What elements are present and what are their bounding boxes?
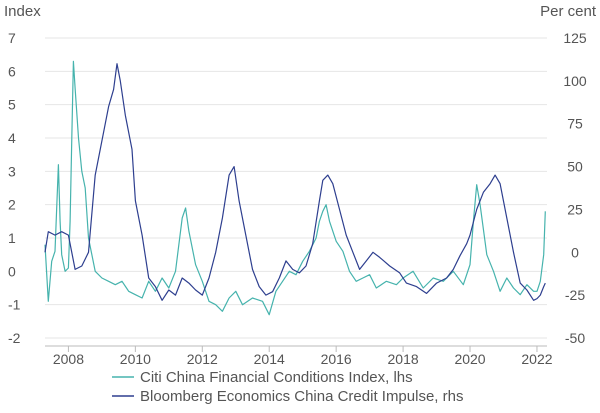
legend-label: Bloomberg Economics China Credit Impulse… <box>140 388 463 405</box>
right-tick-label: 0 <box>571 244 579 260</box>
right-axis-unit-label: Per cent <box>540 3 597 20</box>
x-tick-label: 2022 <box>521 351 552 367</box>
series-line-1 <box>44 60 546 316</box>
right-tick-label: -50 <box>565 330 585 346</box>
left-tick-label: 2 <box>8 197 16 213</box>
left-tick-label: 3 <box>8 163 16 179</box>
series-line-2 <box>44 63 546 301</box>
left-tick-label: 6 <box>8 63 16 79</box>
right-tick-label: 125 <box>563 30 587 46</box>
grid-lines <box>45 37 547 339</box>
right-tick-label: -25 <box>565 287 585 303</box>
left-tick-label: 7 <box>8 30 16 46</box>
x-tick-label: 2018 <box>388 351 419 367</box>
x-tick-label: 2010 <box>120 351 151 367</box>
x-tick-label: 2014 <box>254 351 285 367</box>
right-tick-label: 75 <box>567 116 583 132</box>
left-tick-label: 4 <box>8 130 16 146</box>
legend-label: Citi China Financial Conditions Index, l… <box>140 369 413 386</box>
left-tick-label: -1 <box>8 297 21 313</box>
left-axis-unit-label: Index <box>4 3 41 20</box>
x-tick-label: 2020 <box>454 351 485 367</box>
right-tick-label: 25 <box>567 201 583 217</box>
left-tick-label: 0 <box>8 263 16 279</box>
x-axis: 2008 2010 2012 2014 2016 2018 2020 2022 <box>45 345 553 367</box>
right-tick-label: 50 <box>567 159 583 175</box>
legend: Citi China Financial Conditions Index, l… <box>112 369 463 405</box>
series-lines <box>44 60 546 316</box>
right-tick-label: 100 <box>563 73 587 89</box>
left-axis: 7 6 5 4 3 2 1 0 -1 -2 <box>8 30 21 346</box>
left-tick-label: 5 <box>8 97 16 113</box>
x-tick-label: 2008 <box>53 351 84 367</box>
left-tick-label: 1 <box>8 230 16 246</box>
left-tick-label: -2 <box>8 330 21 346</box>
right-axis: 125 100 75 50 25 0 -25 -50 <box>563 30 587 346</box>
x-tick-label: 2016 <box>321 351 352 367</box>
x-tick-label: 2012 <box>187 351 218 367</box>
